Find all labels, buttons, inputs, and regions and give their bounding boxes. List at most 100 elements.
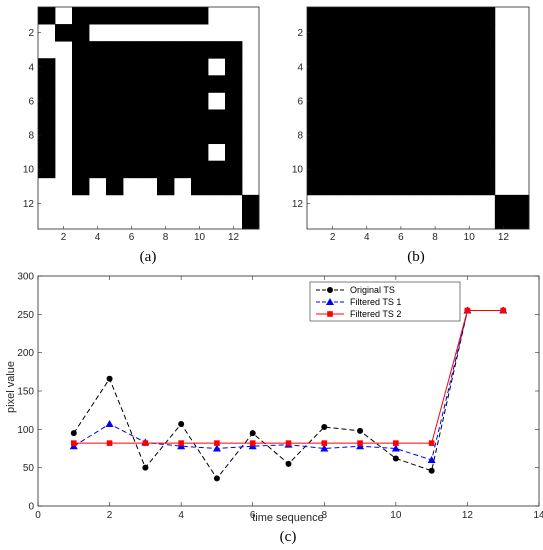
x-axis-label: time sequence <box>252 512 324 524</box>
heatmap-cell-b <box>460 7 479 25</box>
heatmap-cell-b <box>307 41 325 59</box>
heatmap-cell-b <box>324 177 342 196</box>
heatmap-cell-b <box>392 143 410 162</box>
y-tick-label-b: 6 <box>297 96 303 107</box>
y-tick-label-b: 2 <box>297 28 303 39</box>
heatmap-cell-a <box>72 41 90 59</box>
heatmap-cell-b <box>460 109 479 127</box>
data-point-series-3 <box>70 440 77 446</box>
heatmap-cell-a <box>140 143 158 162</box>
y-tick-label-a: 4 <box>28 62 34 73</box>
heatmap-cell-b <box>511 194 530 213</box>
heatmap-cell-a <box>157 143 175 162</box>
heatmap-cell-b <box>477 160 496 179</box>
heatmap-cell-b <box>375 143 393 162</box>
heatmap-cell-b <box>409 58 427 76</box>
heatmap-cell-b <box>324 75 342 93</box>
heatmap-cell-a <box>106 177 124 196</box>
heatmap-cell-a <box>225 58 243 76</box>
heatmap-cell-a <box>89 7 107 25</box>
heatmap-cell-b <box>324 41 342 59</box>
heatmap-cell-a <box>140 75 158 93</box>
heatmap-cell-b <box>324 58 342 76</box>
heatmap-cell-a <box>72 24 90 42</box>
heatmap-cell-b <box>375 109 393 127</box>
x-tick-label-b: 2 <box>330 232 336 243</box>
heatmap-cell-b <box>341 7 359 25</box>
legend-entry: Filtered TS 2 <box>350 309 401 319</box>
heatmap-cell-a <box>157 41 175 59</box>
heatmap-cell-a <box>157 7 175 25</box>
heatmap-cell-a <box>72 58 90 76</box>
heatmap-cell-a <box>106 160 124 179</box>
heatmap-cell-a <box>191 160 209 179</box>
x-tick-label: 6 <box>250 510 256 521</box>
data-point-series-1 <box>392 455 399 462</box>
heatmap-cell-b <box>460 41 479 59</box>
heatmap-cell-b <box>443 109 462 127</box>
heatmap-cell-b <box>443 7 462 25</box>
data-point-series-1 <box>106 375 113 382</box>
heatmap-cell-a <box>225 41 243 59</box>
heatmap-cell-b <box>358 177 376 196</box>
heatmap-cell-b <box>358 7 376 25</box>
x-tick-label-a: 4 <box>95 232 101 243</box>
x-tick-label: 14 <box>533 510 543 521</box>
heatmap-cell-a <box>174 109 192 127</box>
heatmap-cell-b <box>392 58 410 76</box>
heatmap-cell-a <box>191 7 209 25</box>
y-tick-label-b: 10 <box>292 165 304 176</box>
heatmap-cell-b <box>443 58 462 76</box>
heatmap-cell-a <box>140 7 158 25</box>
y-tick-label: 50 <box>23 463 35 474</box>
x-tick-label: 12 <box>462 510 474 521</box>
heatmap-cell-a <box>89 41 107 59</box>
heatmap-cell-b <box>409 177 427 196</box>
heatmap-cell-a <box>72 92 90 110</box>
heatmap-cell-b <box>460 24 479 42</box>
data-point-series-3 <box>357 440 363 446</box>
heatmap-cell-b <box>477 41 496 59</box>
heatmap-cell-a <box>191 143 209 162</box>
x-tick-label-b: 4 <box>364 232 370 243</box>
heatmap-cell-a <box>123 160 141 179</box>
x-tick-label: 8 <box>322 510 328 521</box>
heatmap-cell-a <box>72 75 90 93</box>
heatmap-cell-b <box>426 126 445 145</box>
heatmap-cell-b <box>392 92 410 110</box>
heatmap-cell-b <box>426 41 445 59</box>
y-tick-label: 250 <box>17 310 34 321</box>
heatmap-cell-b <box>460 58 479 76</box>
heatmap-cell-b <box>460 92 479 110</box>
data-point-series-3 <box>285 440 292 446</box>
heatmap-cell-a <box>72 7 90 25</box>
y-tick-label-b: 4 <box>297 62 303 73</box>
heatmap-cell-b <box>409 143 427 162</box>
heatmap-cell-a <box>123 58 141 76</box>
heatmap-cell-a <box>38 109 56 127</box>
x-tick-label-a: 6 <box>129 232 135 243</box>
heatmap-cell-a <box>89 126 107 145</box>
heatmap-cell-b <box>358 24 376 42</box>
data-point-series-2 <box>105 419 114 427</box>
data-point-series-3 <box>106 440 113 446</box>
heatmap-cell-b <box>358 143 376 162</box>
x-tick-label-a: 12 <box>228 232 240 243</box>
panel-label-c: (c) <box>280 529 297 545</box>
heatmap-cell-a <box>174 160 192 179</box>
heatmap-cell-a <box>38 126 56 145</box>
heatmap-cell-a <box>191 109 209 127</box>
heatmap-cell-b <box>392 41 410 59</box>
y-tick-label-a: 2 <box>28 28 34 39</box>
heatmap-cell-b <box>307 7 325 25</box>
heatmap-cell-b <box>392 160 410 179</box>
heatmap-cell-b <box>443 160 462 179</box>
x-tick-label-a: 8 <box>163 232 169 243</box>
heatmap-cell-b <box>358 109 376 127</box>
heatmap-cell-a <box>208 41 226 59</box>
heatmap-cell-b <box>477 177 496 196</box>
heatmap-cell-b <box>426 7 445 25</box>
heatmap-cell-b <box>426 58 445 76</box>
x-tick-label-b: 6 <box>398 232 404 243</box>
heatmap-cell-b <box>477 75 496 93</box>
